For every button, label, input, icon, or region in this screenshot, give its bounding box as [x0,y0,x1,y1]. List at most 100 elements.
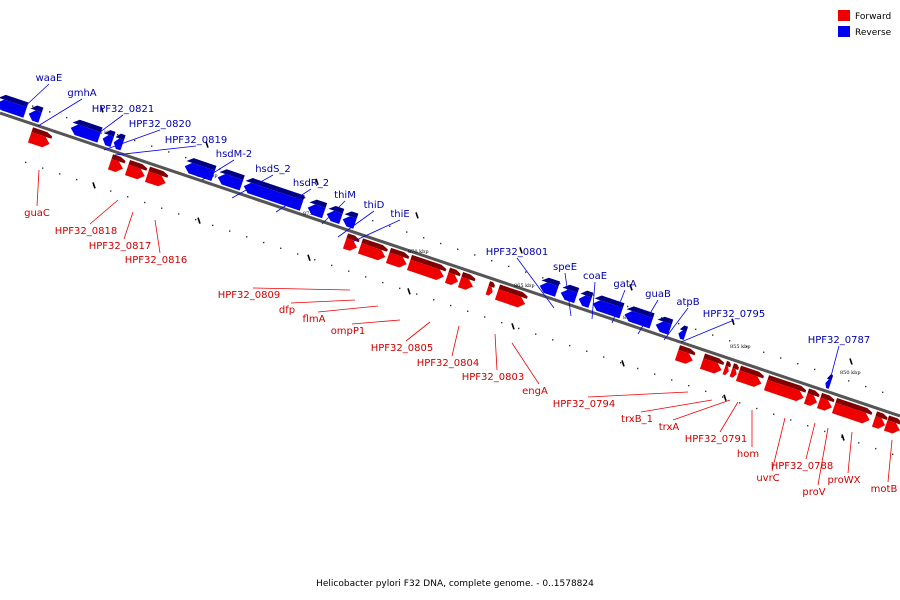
gene-arrow-body [444,272,459,285]
minor-tick [134,139,136,142]
gene-label-reverse: HPF32_0821 [92,104,154,115]
leader-line [564,272,572,317]
forward-gene-arrow [763,375,807,402]
gene-arrow-top [488,281,495,288]
minor-tick [474,254,476,256]
leader-line [494,333,498,371]
leader-line [114,145,197,156]
gene-arrow-top [732,363,739,370]
minor-tick [457,248,459,250]
forward-gene-arrow [124,159,148,180]
major-tick [841,434,845,441]
forward-gene-arrow [385,247,410,268]
minor-tick [712,334,714,336]
gene-label-reverse: thiM [334,190,356,201]
leader-line [252,287,351,291]
genome-backbone [0,111,900,418]
gene-label-forward: flmA [303,314,326,325]
minor-tick [348,270,350,272]
forward-gene-arrow [107,154,126,172]
forward-gene-arrow [803,388,820,406]
reverse-gene-arrow [0,94,29,118]
gene-label-reverse: HPF32_0819 [165,135,227,146]
minor-tick [382,281,384,284]
gene-arrow-top [807,388,820,398]
gene-label-forward: HPF32_0803 [462,372,524,383]
minor-tick [314,259,316,261]
gene-label-reverse: thiE [390,209,409,220]
gene-arrow-body [871,416,886,429]
leader-line [719,401,739,433]
minor-tick [450,304,452,307]
leader-line [405,321,431,342]
gene-label-reverse: thiD [364,200,385,211]
gene-arrow-body [144,171,166,187]
leader-line [829,345,840,381]
leader-lines [19,83,893,486]
legend-label: Forward [855,12,891,22]
gene-arrow-body [831,402,870,424]
leader-line [351,319,401,325]
minor-tick [185,156,187,159]
minor-tick [331,264,333,267]
minor-tick [729,340,731,342]
minor-tick [797,363,799,365]
gene-arrow-body [485,285,493,296]
gene-arrow-body [326,210,343,225]
forward-gene-arrow [444,267,461,285]
minor-tick [66,116,68,119]
forward-gene-arrow [144,166,169,187]
gene-label-reverse: atpB [676,297,699,308]
reverse-gene-arrow [217,169,245,191]
major-tick [621,360,625,367]
leader-line [19,83,50,112]
gene-arrow-top [344,211,359,219]
gene-label-forward: HPF32_0788 [771,461,833,472]
forward-gene-arrow [722,360,731,376]
gene-arrow-top [448,267,461,277]
leader-line [91,114,124,139]
gene-label-forward: HPF32_0794 [553,399,615,410]
forward-gene-arrow [871,411,888,429]
minor-tick [722,396,724,398]
minor-tick [882,391,884,394]
gene-arrow-body [124,164,145,180]
gene-arrow-body [385,252,407,268]
leader-line [103,129,161,151]
reverse-gene-arrow [28,105,44,123]
gene-arrow-body [102,134,114,148]
leader-line [591,281,596,320]
gene-label-forward: HPF32_0816 [125,255,187,266]
leader-line [36,169,40,207]
gene-arrow-body [825,379,832,389]
minor-tick [372,219,374,222]
gene-arrow-body [0,99,27,118]
leader-line [337,210,375,238]
leader-line [805,422,816,460]
map-caption: Helicobacter pylori F32 DNA, complete ge… [316,579,594,589]
gene-arrow-top [309,199,328,208]
minor-tick [195,218,197,221]
gene-arrow-top [186,158,217,171]
leader-line [611,289,626,324]
gene-arrow-top [767,375,807,393]
major-tick [519,247,523,254]
gene-label-reverse: HPF32_0787 [808,335,870,346]
minor-tick [780,357,782,359]
forward-gene-arrow [729,363,739,378]
minor-tick [168,151,170,153]
gene-label-forward: HPF32_0809 [218,290,280,301]
leader-line [317,305,379,313]
minor-tick [59,173,61,175]
gene-arrow-body [729,368,737,378]
gene-arrow-body [307,204,326,219]
gene-arrow-top [361,238,388,252]
gene-arrow-top [245,178,305,201]
gene-arrow-body [678,330,687,340]
minor-tick [671,379,673,381]
leader-line [231,174,274,199]
minor-tick [746,345,748,348]
gene-arrow-top [594,295,625,308]
minor-tick [637,367,639,370]
gene-arrow-top [725,360,731,368]
